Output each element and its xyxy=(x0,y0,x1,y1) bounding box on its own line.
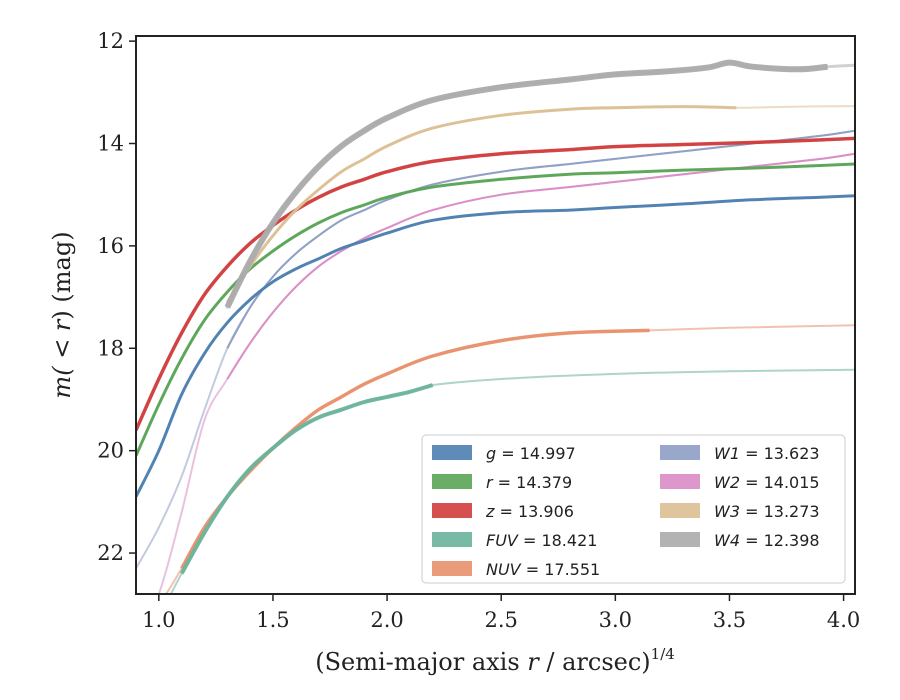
series-r-line xyxy=(136,162,855,457)
legend-label-r: r = 14.379 xyxy=(486,473,572,492)
legend-swatch-fuv xyxy=(432,532,472,547)
y-axis-ticks: 12 14 16 18 20 22 xyxy=(97,29,136,565)
legend-box xyxy=(421,434,846,584)
legend-items: g = 14.997 r = 14.379 z = 13.906 FUV = 18.4… xyxy=(432,444,820,579)
legend-entry-nuv: NUV = 17.551 xyxy=(432,560,600,579)
curves-layer xyxy=(136,59,855,594)
x-tick-label: 3.5 xyxy=(713,608,746,632)
series-w3-line xyxy=(226,105,737,304)
legend-entry-r: r = 14.379 xyxy=(432,473,572,492)
legend-swatch-w1 xyxy=(660,445,700,460)
legend-entry-w3: W3 = 13.273 xyxy=(660,502,820,521)
legend-label-w1: W1 = 13.623 xyxy=(714,444,820,463)
y-tick-label: 16 xyxy=(97,234,124,258)
plot-frame xyxy=(135,35,856,595)
y-axis-label: m( < r) (mag) xyxy=(48,231,76,398)
legend-entry-z: z = 13.906 xyxy=(432,502,574,521)
series-w4-line xyxy=(224,59,828,309)
legend-label-z: z = 13.906 xyxy=(485,502,574,521)
x-tick-label: 3.0 xyxy=(599,608,632,632)
legend-swatch-g xyxy=(432,445,472,460)
x-axis-label-exp: 1/4 xyxy=(651,645,675,663)
x-tick-label: 4.0 xyxy=(827,608,860,632)
legend-label-w4: W4 = 12.398 xyxy=(714,531,820,550)
y-axis-label-var: r xyxy=(48,318,76,331)
series-r-model-line xyxy=(136,163,855,457)
x-axis-ticks: 1.0 1.5 2.0 2.5 3.0 3.5 4.0 xyxy=(142,594,860,632)
series-z-line xyxy=(136,136,855,431)
legend-swatch-w4 xyxy=(660,532,700,547)
legend-entry-w2: W2 = 14.015 xyxy=(660,473,820,492)
x-tick-label: 2.5 xyxy=(485,608,518,632)
y-tick-label: 22 xyxy=(97,541,124,565)
legend: g = 14.997 r = 14.379 z = 13.906 FUV = 18.4… xyxy=(421,434,846,584)
series-z-model-line xyxy=(136,137,855,432)
series-w4-model-line xyxy=(225,61,855,309)
legend-label-fuv: FUV = 18.421 xyxy=(486,531,597,550)
series-w3-model-line xyxy=(226,105,855,304)
x-axis-label-prefix: (Semi-major axis xyxy=(315,648,527,676)
legend-swatch-nuv xyxy=(432,561,472,576)
y-axis-label-mid: < xyxy=(48,331,76,366)
y-tick-label: 20 xyxy=(97,439,124,463)
legend-entry-w1: W1 = 13.623 xyxy=(660,444,820,463)
series-g-line xyxy=(136,194,855,498)
legend-entry-fuv: FUV = 18.421 xyxy=(432,531,597,550)
legend-label-w3: W3 = 13.273 xyxy=(714,502,820,521)
x-tick-label: 2.0 xyxy=(370,608,403,632)
legend-entry-w4: W4 = 12.398 xyxy=(660,531,820,550)
y-axis-label-post: ) (mag) xyxy=(48,231,76,319)
series-fuv-line xyxy=(179,383,434,575)
x-tick-label: 1.5 xyxy=(256,608,289,632)
legend-label-nuv: NUV = 17.551 xyxy=(486,560,600,579)
x-tick-label: 1.0 xyxy=(142,608,175,632)
y-tick-label: 12 xyxy=(97,29,124,53)
legend-swatch-r xyxy=(432,474,472,489)
x-axis-label-suffix: / arcsec) xyxy=(539,648,651,676)
x-axis-label-var: r xyxy=(527,648,540,676)
x-axis-label: (Semi-major axis r / arcsec)1/4 xyxy=(315,645,675,676)
legend-swatch-w2 xyxy=(660,474,700,489)
legend-swatch-w3 xyxy=(660,503,700,518)
y-tick-label: 18 xyxy=(97,336,124,360)
y-axis-label-pre: m( xyxy=(48,366,76,399)
y-tick-label: 14 xyxy=(97,132,124,156)
legend-entry-g: g = 14.997 xyxy=(432,444,576,463)
legend-label-w2: W2 = 14.015 xyxy=(714,473,820,492)
legend-swatch-z xyxy=(432,503,472,518)
legend-label-g: g = 14.997 xyxy=(486,444,576,463)
